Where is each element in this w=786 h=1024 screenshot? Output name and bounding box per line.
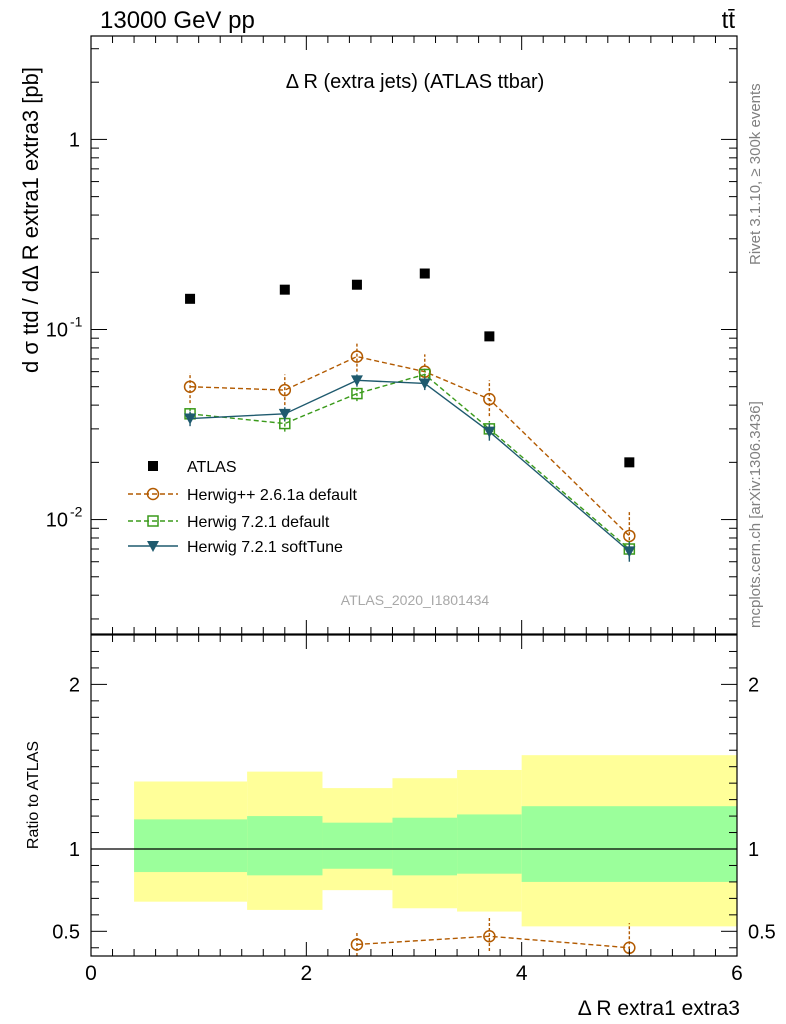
- data-point: [623, 546, 636, 558]
- legend-entry: ATLAS: [187, 459, 237, 476]
- legend: ATLAS Herwig++ 2.6.1a default Herwig 7.2.1…: [128, 459, 357, 556]
- series-line: [190, 355, 630, 537]
- y-tick-exponent: -2: [70, 504, 83, 520]
- legend-entry: Herwig 7.2.1 default: [187, 514, 330, 531]
- legend-entry: Herwig++ 2.6.1a default: [187, 487, 357, 504]
- data-point: [278, 408, 291, 420]
- ratio-y-axis-label: Ratio to ATLAS: [25, 741, 42, 849]
- ratio-y-tick-label: 0.5: [52, 921, 80, 943]
- svg-text:Rivet 3.1.10, ≥ 300k events: Rivet 3.1.10, ≥ 300k events: [747, 83, 764, 265]
- legend-entry: Herwig 7.2.1 softTune: [187, 539, 343, 556]
- main-plot-marks: [183, 268, 636, 562]
- svg-text:Ratio to ATLAS: Ratio to ATLAS: [25, 741, 42, 849]
- ratio-band-inner: [322, 822, 393, 869]
- y-tick-label: 10: [46, 510, 68, 532]
- data-point: [351, 279, 362, 290]
- data-point: [279, 284, 290, 295]
- ratio-y-tick-label: 2: [69, 674, 80, 696]
- svg-text:mcplots.cern.ch [arXiv:1306.34: mcplots.cern.ch [arXiv:1306.3436]: [747, 401, 764, 628]
- series-line: [189, 373, 630, 550]
- ratio-band-inner: [247, 816, 323, 876]
- data-point: [350, 350, 364, 363]
- ratio-band-inner: [521, 806, 737, 882]
- ratio-y-tick-label-right: 2: [748, 674, 759, 696]
- ratio-y-tick-label: 1: [69, 839, 80, 861]
- x-tick-label: 4: [516, 962, 528, 985]
- y-axis-label: d σ ttd / dΔ R extra1 extra3 [pb]: [18, 67, 43, 373]
- y-tick-label: 10: [46, 319, 68, 341]
- data-point: [484, 331, 495, 342]
- legend-marker: [147, 515, 159, 527]
- data-point: [483, 392, 496, 406]
- rivet-label: Rivet 3.1.10, ≥ 300k events: [747, 83, 764, 265]
- data-point: [350, 375, 363, 387]
- series-0: [185, 268, 635, 468]
- data-point: [419, 268, 430, 279]
- data-point: [185, 293, 196, 304]
- ratio-band-inner: [392, 817, 458, 876]
- data-point: [483, 426, 496, 438]
- x-tick-label: 2: [300, 962, 312, 985]
- ratio-y-tick-label-right: 0.5: [748, 921, 776, 943]
- header-left: 13000 GeV pp: [100, 7, 255, 34]
- x-tick-label: 0: [85, 962, 97, 985]
- legend-marker: [148, 461, 158, 471]
- ratio-bands: [91, 755, 737, 927]
- header-right: tt̄: [722, 7, 736, 34]
- data-point: [183, 380, 197, 393]
- ratio-data-point: [483, 929, 496, 943]
- ratio-series-line: [356, 935, 630, 949]
- legend-marker: [147, 541, 159, 552]
- y-tick-exponent: -1: [70, 313, 83, 329]
- data-point: [418, 378, 431, 390]
- ratio-y-tick-label-right: 1: [748, 839, 759, 861]
- data-point: [351, 387, 363, 400]
- x-axis-label: Δ R extra1 extra3: [578, 997, 740, 1020]
- mcplots-label: mcplots.cern.ch [arXiv:1306.3436]: [747, 401, 764, 628]
- x-tick-label: 6: [731, 962, 743, 985]
- watermark: ATLAS_2020_I1801434: [341, 592, 490, 608]
- series-line: [190, 379, 630, 552]
- series-3: [184, 374, 636, 562]
- y-tick-label: 1: [69, 129, 80, 151]
- data-point: [184, 413, 197, 425]
- ratio-band-inner: [457, 814, 522, 874]
- ratio-data-point: [350, 938, 364, 951]
- legend-marker: [146, 487, 160, 501]
- data-point: [624, 457, 635, 468]
- data-point: [278, 383, 292, 397]
- chart-title: Δ R (extra jets) (ATLAS ttbar): [286, 71, 545, 93]
- svg-text:d σ ttd / dΔ R extra1 extra3 [: d σ ttd / dΔ R extra1 extra3 [pb]: [18, 67, 43, 373]
- ratio-band-inner: [134, 819, 248, 873]
